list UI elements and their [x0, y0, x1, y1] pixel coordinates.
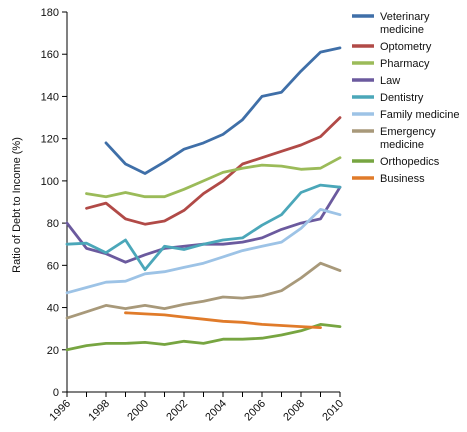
series-line-dentistry [65, 183, 342, 271]
y-tick-label: 140 [41, 91, 59, 103]
legend-label-family-medicine: Family medicine [380, 109, 459, 121]
x-tick-label: 2010 [320, 398, 346, 424]
legend-label-orthopedics: Orthopedics [380, 156, 440, 168]
x-tick-label: 1998 [86, 398, 112, 424]
x-tick-label: 2002 [164, 398, 190, 424]
x-tick-label: 2008 [281, 398, 307, 424]
series-line-family-medicine [65, 208, 342, 295]
y-tick-label: 0 [53, 387, 59, 399]
y-axis-title: Ratio of Debt to Income (%) [11, 137, 23, 273]
y-tick-label: 60 [47, 260, 59, 272]
series-line-veterinary-medicine [104, 46, 342, 175]
y-tick-label: 160 [41, 49, 59, 61]
y-tick-label: 180 [41, 7, 59, 19]
legend-label-law: Law [380, 75, 400, 87]
y-tick-label: 40 [47, 303, 59, 315]
y-tick-label: 100 [41, 176, 59, 188]
x-tick-label: 2006 [242, 398, 268, 424]
legend-label-veterinary-medicine: Veterinary medicine [380, 11, 430, 36]
axes: 0 20 40 60 80 100 120 140 160 180 1996 1998 2000 2002… [41, 7, 346, 423]
y-tick-label: 80 [47, 218, 59, 230]
y-tick-label: 20 [47, 345, 59, 357]
legend-label-business: Business [380, 173, 425, 185]
series-line-pharmacy [85, 156, 342, 199]
series-line-emergency-medicine [65, 261, 342, 320]
x-tick-label: 2000 [125, 398, 151, 424]
legend-label-pharmacy: Pharmacy [380, 58, 430, 70]
series-lines [65, 46, 342, 352]
legend-label-dentistry: Dentistry [380, 92, 424, 104]
series-line-orthopedics [65, 323, 342, 352]
legend-label-emergency-medicine: Emergency medicine [380, 126, 436, 151]
x-tick-label: 1996 [47, 398, 73, 424]
x-tick-label: 2004 [203, 398, 229, 424]
y-tick-label: 120 [41, 134, 59, 146]
series-line-optometry [85, 116, 342, 226]
legend: Veterinary medicine Optometry Pharmacy Law De… [352, 11, 459, 185]
legend-label-optometry: Optometry [380, 41, 432, 53]
series-line-business [124, 311, 322, 329]
